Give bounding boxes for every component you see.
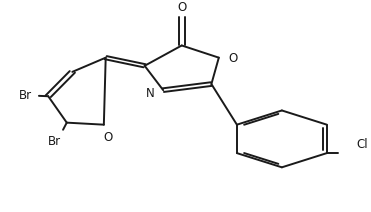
Text: O: O: [103, 131, 112, 144]
Text: O: O: [228, 52, 237, 65]
Text: Br: Br: [19, 89, 32, 102]
Text: Cl: Cl: [356, 138, 368, 152]
Text: N: N: [146, 87, 155, 100]
Text: O: O: [177, 1, 186, 14]
Text: Br: Br: [48, 135, 62, 148]
